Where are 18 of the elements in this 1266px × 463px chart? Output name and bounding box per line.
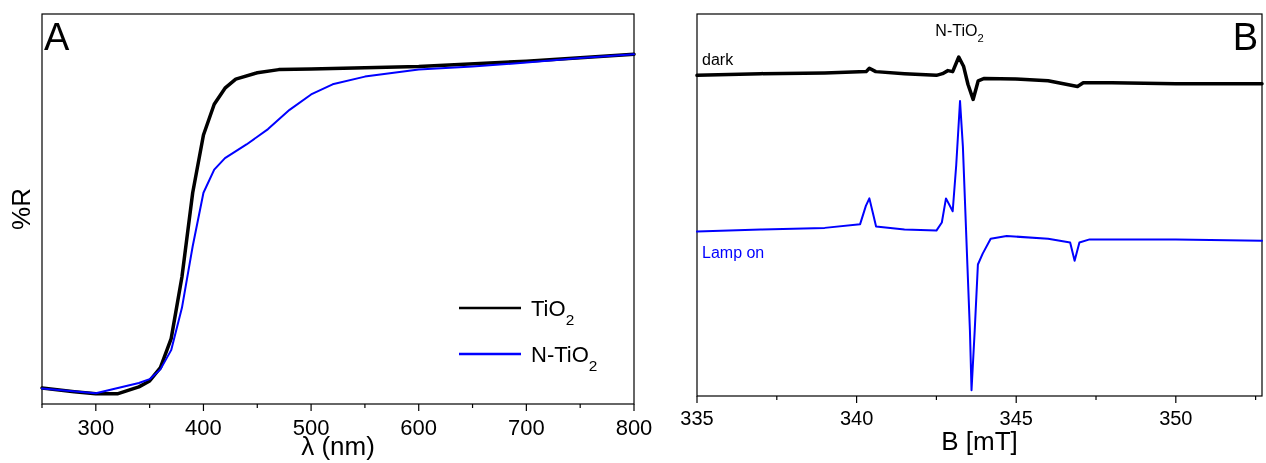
x-tick-label: 350 [1159, 407, 1193, 429]
x-tick-label: 700 [508, 415, 545, 440]
chart-title: B [1232, 16, 1258, 58]
text: N-TiO$_{2}$ [935, 22, 984, 44]
chart-title: A [44, 16, 70, 58]
series-label: dark [702, 51, 735, 69]
x-tick-label: 600 [400, 415, 438, 440]
x-axis-title: B [mT] [941, 426, 1018, 456]
x-tick-label: 335 [680, 407, 714, 429]
legend-label: TiO$_{2}$ [531, 296, 575, 328]
x-tick-label: 300 [77, 415, 115, 440]
legend-label: N-TiO$_{2}$ [531, 342, 598, 374]
x-tick-label: 340 [839, 407, 874, 429]
x-tick-label: 345 [999, 407, 1033, 429]
x-tick-label: 400 [185, 415, 222, 440]
series-label: Lamp on [702, 243, 765, 261]
y-axis-title: %R [6, 188, 36, 230]
x-tick-label: 800 [615, 415, 653, 440]
